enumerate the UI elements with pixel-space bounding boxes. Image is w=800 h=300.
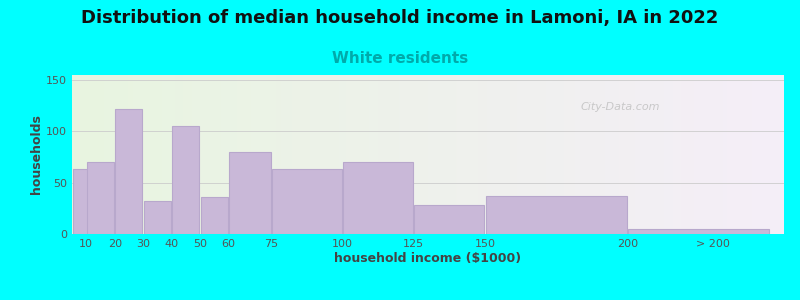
Bar [87,162,114,234]
Bar [486,196,626,234]
Y-axis label: households: households [30,115,43,194]
Bar [343,162,413,234]
Bar [272,169,342,234]
Bar [73,169,100,234]
Bar [628,229,769,234]
Bar [230,152,270,234]
Bar [201,197,228,234]
Bar [144,201,171,234]
Bar [414,205,484,234]
X-axis label: household income ($1000): household income ($1000) [334,252,522,265]
Text: City-Data.com: City-Data.com [581,102,660,112]
Bar [115,109,142,234]
Bar [172,126,199,234]
Text: Distribution of median household income in Lamoni, IA in 2022: Distribution of median household income … [82,9,718,27]
Text: White residents: White residents [332,51,468,66]
